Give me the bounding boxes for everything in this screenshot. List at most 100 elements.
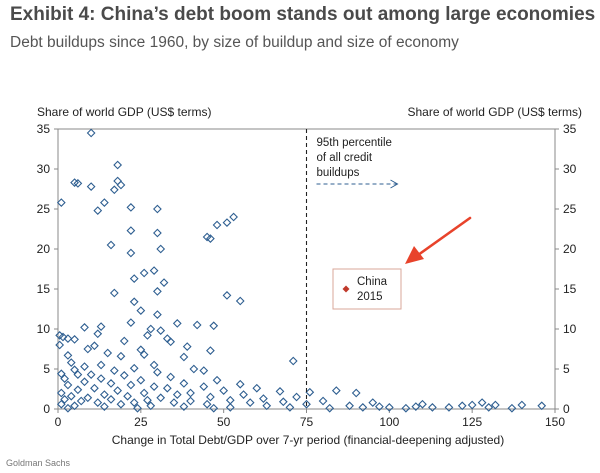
data-point — [126, 248, 136, 258]
data-point — [239, 390, 248, 399]
y-tick-label-left: 35 — [37, 122, 51, 136]
data-point — [116, 351, 126, 361]
data-point — [507, 403, 517, 413]
data-point — [275, 387, 285, 396]
data-point — [133, 403, 142, 413]
data-point — [80, 323, 89, 332]
percentile-arrow-head — [390, 179, 399, 189]
data-point — [206, 234, 215, 243]
data-point — [90, 383, 99, 393]
data-point — [331, 386, 341, 395]
data-point — [73, 370, 83, 379]
data-point — [58, 332, 68, 342]
data-point — [93, 398, 103, 407]
data-point — [384, 403, 394, 412]
data-point — [428, 403, 437, 412]
data-point — [76, 396, 86, 406]
data-point — [56, 198, 66, 207]
china-label-line: 2015 — [357, 291, 383, 303]
data-point — [93, 329, 103, 339]
data-point — [368, 398, 378, 407]
source-note: Goldman Sachs — [6, 458, 71, 468]
data-point — [119, 336, 129, 346]
data-point — [444, 403, 454, 412]
data-point — [126, 380, 136, 390]
data-point — [162, 383, 172, 393]
x-tick-label: 25 — [134, 415, 148, 429]
data-point — [66, 358, 76, 367]
y-tick-label-left: 10 — [37, 322, 51, 336]
data-point — [143, 395, 152, 405]
data-point — [100, 390, 109, 399]
data-point — [129, 363, 139, 373]
data-point — [80, 362, 89, 371]
data-point — [100, 402, 109, 411]
data-point — [109, 185, 119, 195]
data-point — [212, 375, 222, 385]
y-tick-label-right: 5 — [563, 362, 570, 376]
data-point — [172, 390, 182, 399]
x-tick-label: 50 — [217, 415, 231, 429]
data-point — [411, 402, 421, 411]
data-point — [375, 402, 384, 411]
data-point — [66, 391, 76, 401]
data-point — [136, 345, 146, 355]
data-point — [139, 350, 149, 359]
data-point — [129, 398, 139, 407]
data-point — [169, 398, 179, 407]
chart-title: Exhibit 4: China’s debt boom stands out … — [10, 4, 596, 25]
data-point — [153, 287, 162, 296]
data-point — [73, 385, 83, 395]
data-point — [113, 160, 123, 170]
data-point — [149, 382, 159, 391]
data-point — [86, 182, 96, 191]
data-point — [186, 396, 195, 406]
data-point — [56, 388, 66, 398]
data-point — [109, 288, 119, 298]
callout-arrow-head — [405, 246, 424, 264]
data-point — [262, 401, 272, 411]
data-point — [172, 319, 182, 328]
data-point — [56, 399, 66, 409]
data-point — [60, 395, 70, 404]
y-axis-label-right: Share of world GDP (US$ terms) — [408, 105, 583, 119]
data-point — [73, 179, 83, 188]
data-point — [136, 306, 146, 315]
data-point — [199, 366, 209, 375]
data-point — [219, 386, 229, 395]
data-point — [63, 351, 73, 360]
y-tick-label-left: 0 — [43, 402, 50, 416]
data-point — [153, 310, 162, 319]
data-point — [153, 204, 162, 214]
y-tick-label-left: 20 — [37, 242, 51, 256]
y-tick-label-right: 20 — [563, 242, 577, 256]
data-point — [517, 400, 527, 410]
percentile-label-line: of all credit — [317, 152, 373, 164]
data-point — [63, 380, 73, 390]
china-point — [342, 285, 350, 293]
y-tick-label-left: 5 — [43, 362, 50, 376]
reference-line: 95th percentile of all credit buildups — [305, 129, 399, 409]
data-point — [129, 297, 139, 307]
data-point — [70, 401, 79, 411]
data-point — [179, 352, 189, 362]
y-tick-label-right: 30 — [563, 162, 577, 176]
data-point — [90, 341, 99, 351]
data-point — [209, 321, 219, 331]
data-point — [318, 396, 328, 406]
data-point — [225, 395, 235, 405]
percentile-label-line: buildups — [317, 167, 360, 179]
data-point — [126, 318, 136, 327]
data-point — [55, 340, 65, 350]
data-point — [139, 268, 149, 278]
y-tick-label-right: 0 — [563, 402, 570, 416]
data-point — [537, 401, 547, 411]
data-point — [70, 335, 79, 344]
data-point — [100, 198, 109, 207]
data-point — [302, 399, 311, 409]
data-point — [305, 387, 315, 397]
data-point — [93, 206, 103, 215]
data-point — [358, 403, 368, 412]
data-point — [222, 218, 232, 227]
